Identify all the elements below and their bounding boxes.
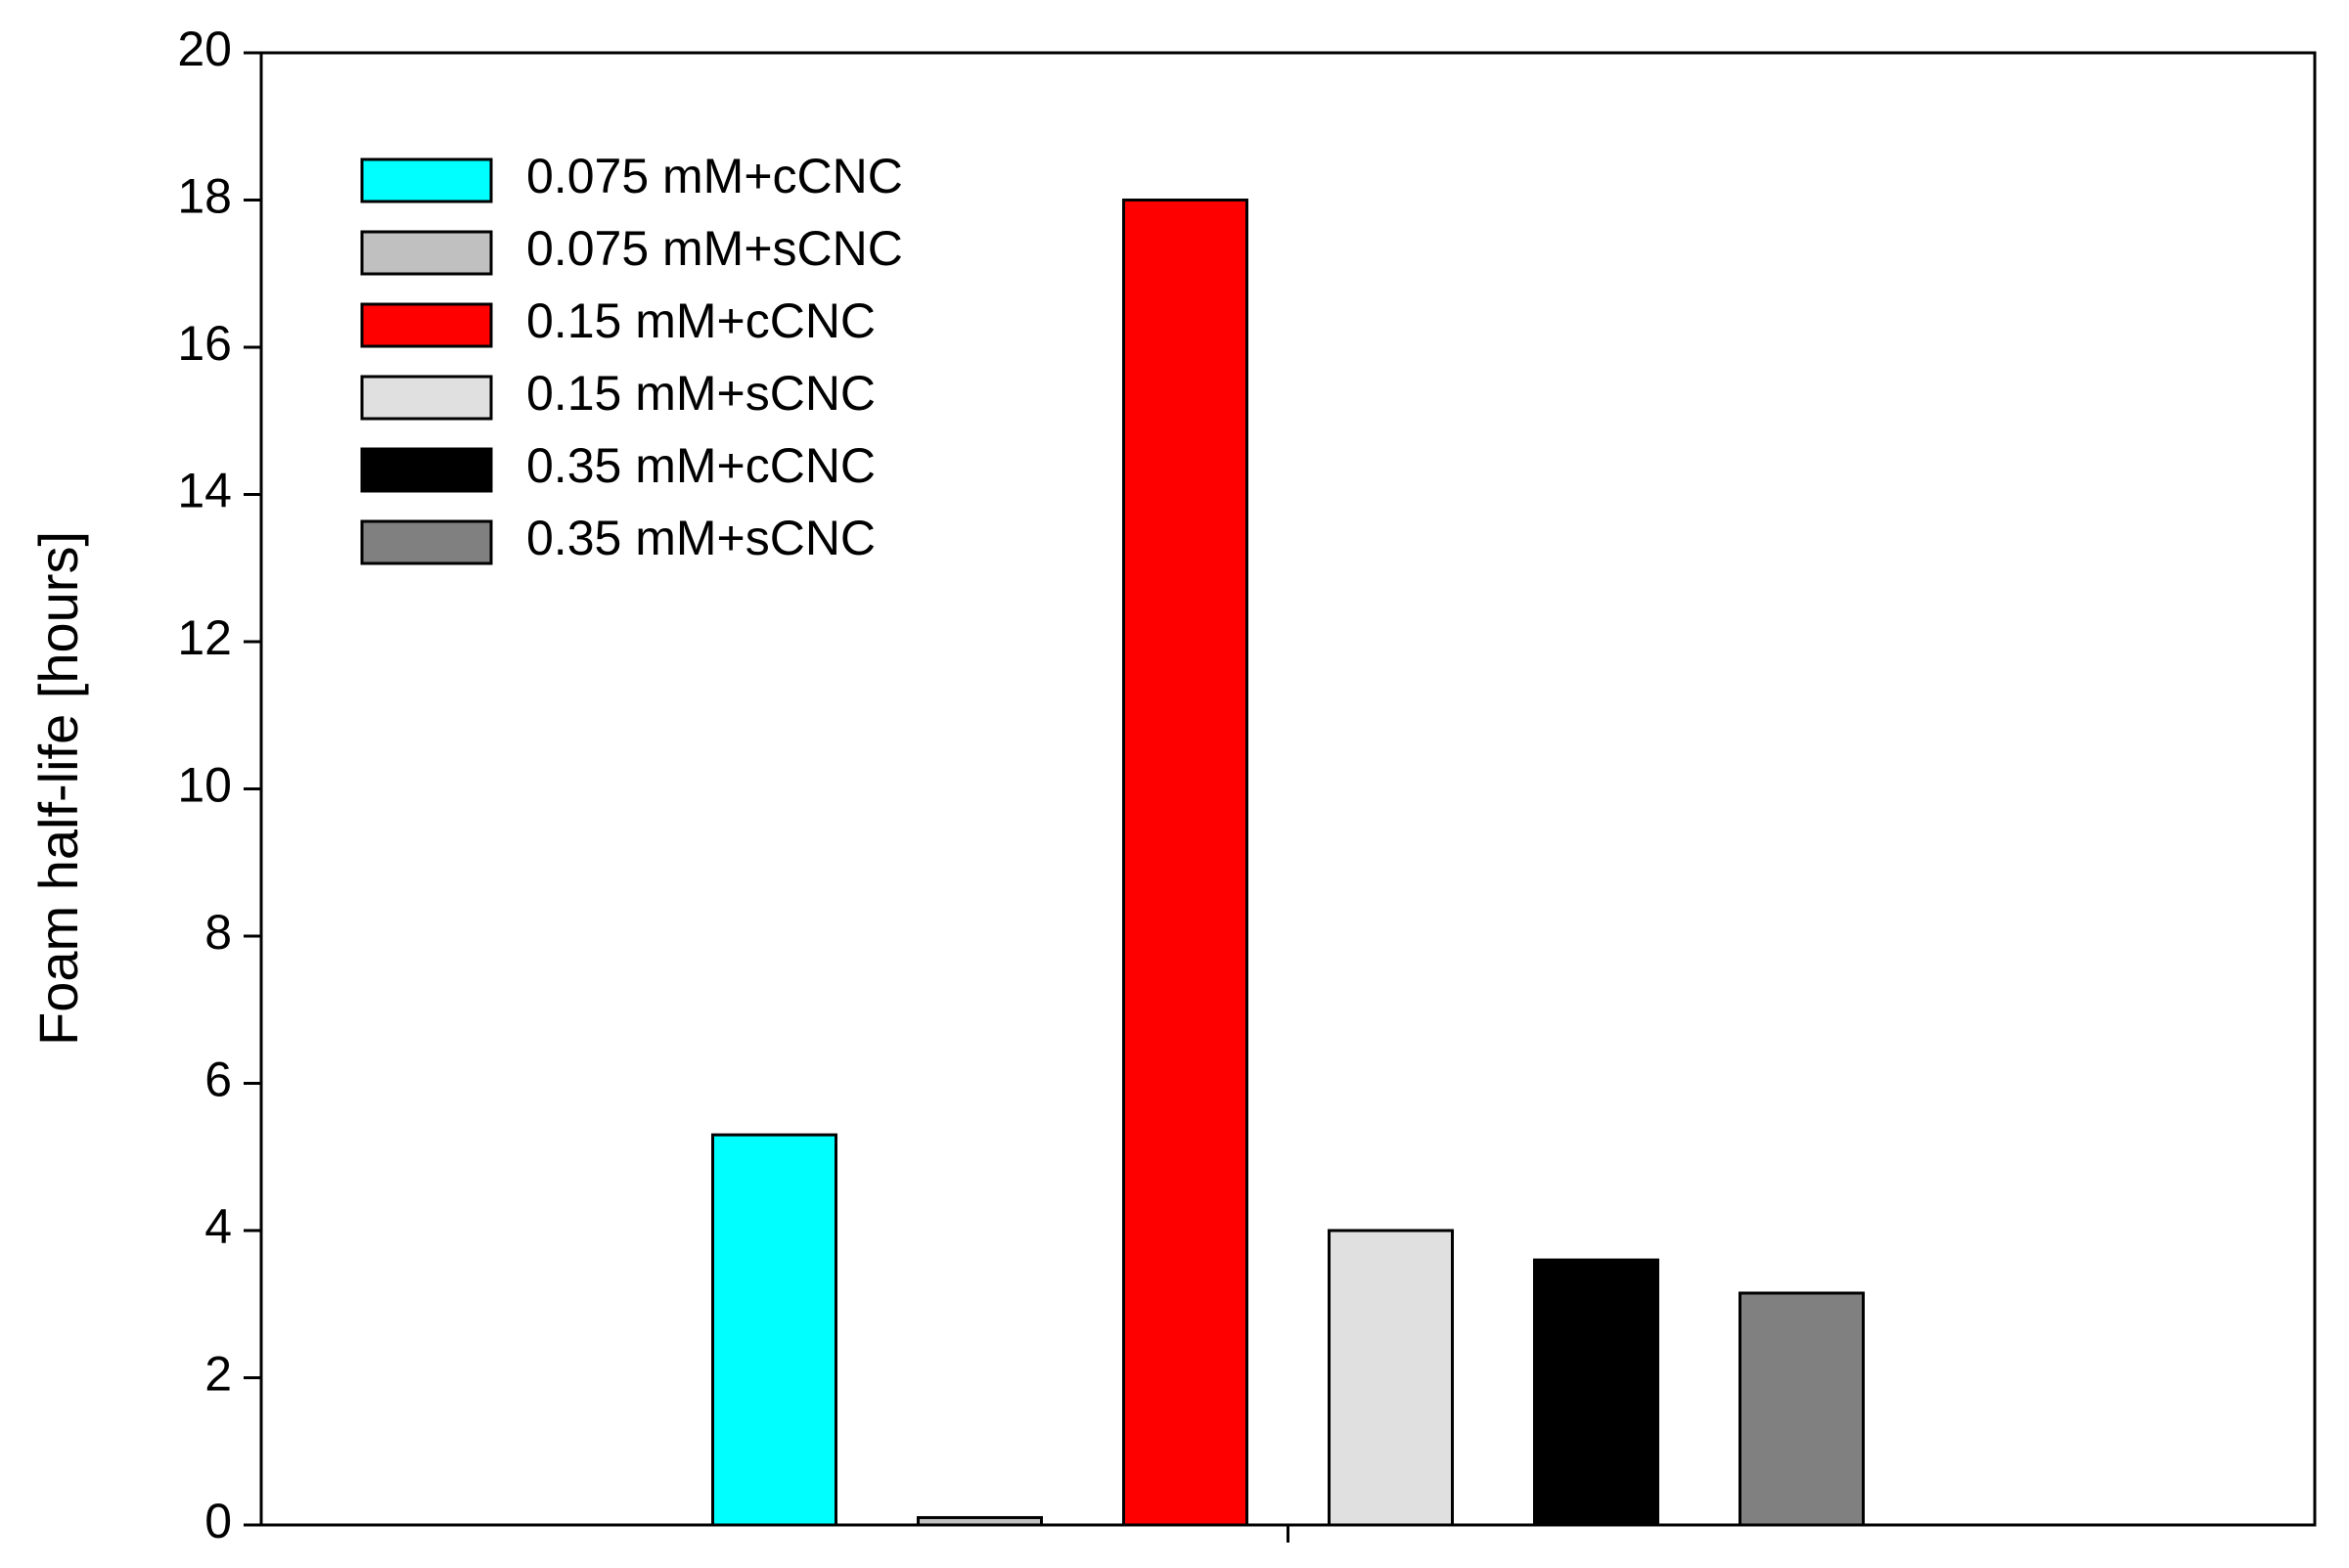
y-tick-label: 0 bbox=[204, 1494, 232, 1548]
y-tick-label: 6 bbox=[204, 1053, 232, 1107]
y-tick-label: 20 bbox=[177, 22, 232, 76]
y-tick-label: 18 bbox=[177, 169, 232, 224]
legend-swatch bbox=[360, 230, 493, 276]
legend-swatch bbox=[360, 447, 493, 493]
legend-label: 0.15 mM+sCNC bbox=[526, 366, 876, 421]
y-tick-label: 12 bbox=[177, 610, 232, 665]
legend-swatch bbox=[360, 375, 493, 421]
y-tick-label: 8 bbox=[204, 905, 232, 960]
legend-label: 0.075 mM+sCNC bbox=[526, 221, 903, 276]
y-tick-label: 14 bbox=[177, 464, 232, 518]
legend-label: 0.075 mM+cCNC bbox=[526, 149, 903, 203]
legend-label: 0.35 mM+sCNC bbox=[526, 511, 876, 565]
legend-swatch bbox=[360, 302, 493, 348]
y-axis-label: Foam half-life [hours] bbox=[27, 531, 89, 1046]
bar bbox=[1739, 1291, 1865, 1527]
legend-swatch bbox=[360, 519, 493, 565]
bar bbox=[711, 1133, 837, 1527]
y-tick-label: 10 bbox=[177, 758, 232, 813]
legend-swatch bbox=[360, 157, 493, 203]
legend-label: 0.15 mM+cCNC bbox=[526, 293, 876, 348]
bar bbox=[1533, 1258, 1659, 1527]
bar bbox=[917, 1515, 1043, 1527]
bar bbox=[1328, 1229, 1454, 1527]
bar bbox=[1122, 199, 1248, 1527]
y-tick-label: 4 bbox=[204, 1199, 232, 1254]
y-tick-label: 16 bbox=[177, 316, 232, 371]
legend-label: 0.35 mM+cCNC bbox=[526, 438, 876, 493]
y-tick-label: 2 bbox=[204, 1347, 232, 1402]
